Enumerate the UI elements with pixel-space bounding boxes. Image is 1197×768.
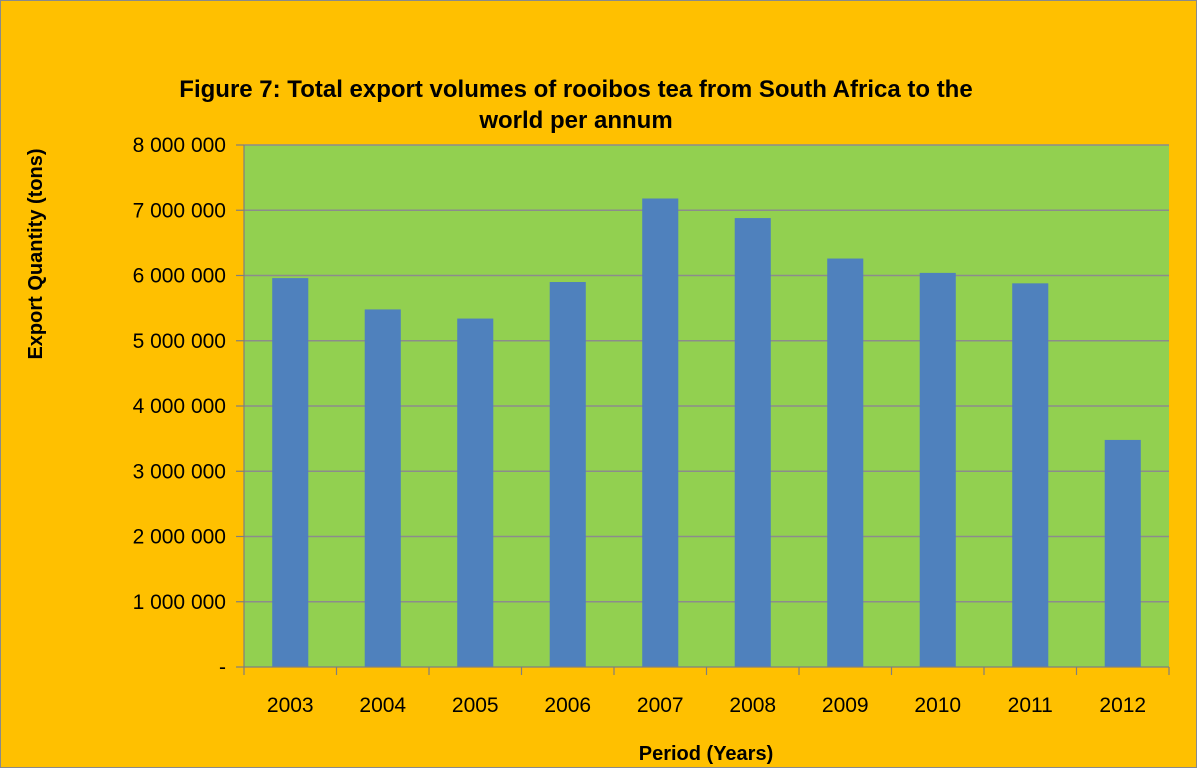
- y-tick-label: 5 000 000: [133, 330, 226, 353]
- bar-2005: [457, 318, 494, 667]
- y-tick-label: 6 000 000: [133, 265, 226, 288]
- bar-2010: [919, 272, 956, 667]
- y-tick-label: 4 000 000: [133, 395, 226, 418]
- y-axis-title: Export Quantity (tons): [25, 148, 47, 359]
- bar-2007: [642, 198, 679, 667]
- chart-title-line-2: world per annum: [478, 107, 672, 134]
- x-tick-label: 2008: [729, 694, 776, 717]
- bars: [272, 198, 1141, 667]
- bar-2003: [272, 278, 309, 667]
- axes: [236, 144, 1170, 675]
- bar-2006: [549, 282, 586, 667]
- y-tick-label: 8 000 000: [133, 134, 226, 157]
- chart-title-line-1: Figure 7: Total export volumes of rooibo…: [179, 76, 972, 103]
- bar-2008: [734, 218, 771, 667]
- y-tick-label: 3 000 000: [133, 460, 226, 483]
- x-tick-label: 2009: [822, 694, 869, 717]
- x-tick-label: 2006: [544, 694, 591, 717]
- bar-2009: [827, 258, 864, 667]
- y-tick-labels: - 1 000 000 2 000 000 3 000 000 4 000 000 5 0…: [133, 134, 226, 679]
- x-tick-label: 2011: [1008, 694, 1053, 717]
- y-tick-label: 2 000 000: [133, 526, 226, 549]
- x-tick-label: 2010: [914, 694, 961, 717]
- x-tick-labels: 2003 2004 2005 2006 2007 2008 2009 2010 2011 2012: [267, 694, 1146, 717]
- bar-2004: [364, 309, 401, 667]
- x-tick-label: 2012: [1099, 694, 1146, 717]
- y-tick-label: 1 000 000: [133, 591, 226, 614]
- x-tick-label: 2005: [452, 694, 499, 717]
- y-tick-label: 7 000 000: [133, 199, 226, 222]
- x-axis-title: Period (Years): [639, 743, 774, 765]
- y-tick-label: -: [219, 656, 226, 679]
- x-tick-label: 2003: [267, 694, 314, 717]
- bar-2011: [1012, 283, 1049, 667]
- x-tick-label: 2004: [359, 694, 406, 717]
- bar-2012: [1104, 439, 1141, 667]
- x-tick-label: 2007: [637, 694, 684, 717]
